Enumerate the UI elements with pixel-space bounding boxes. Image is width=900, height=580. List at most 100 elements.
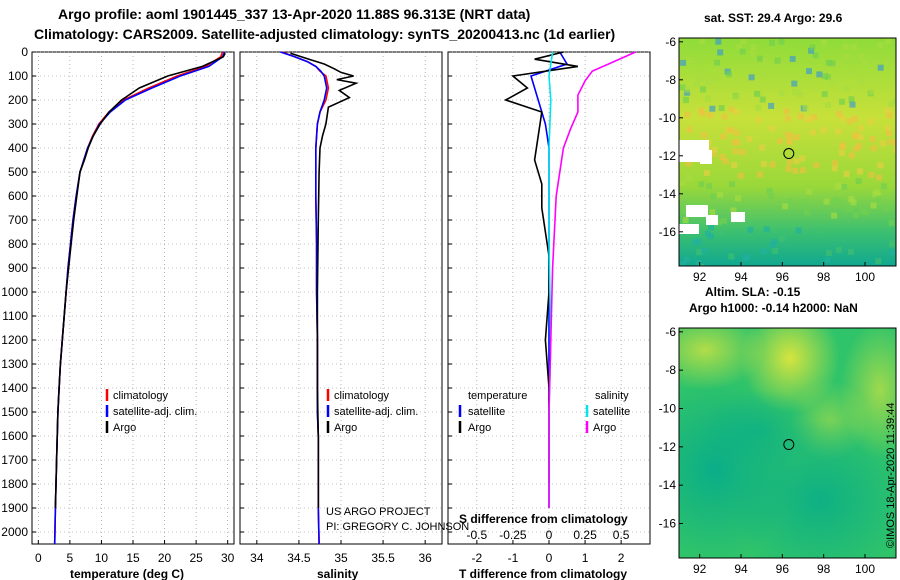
lat-tick-label: -14 [659, 187, 677, 201]
sst-pixel [797, 113, 804, 120]
legend-s-argo-label: Argo [593, 422, 616, 434]
sst-pixel [778, 38, 785, 45]
sst-pixel [735, 195, 742, 202]
series-line-satellite-adj-clim- [280, 51, 328, 545]
sst-pixel [686, 126, 693, 133]
lat-tick-label: -12 [659, 440, 677, 454]
x-tick-label: 1 [582, 551, 589, 565]
sst-pixel [746, 136, 753, 143]
sst-pixel [802, 104, 809, 111]
lat-tick-label: -12 [659, 149, 677, 163]
sst-pixel [836, 198, 843, 205]
sst-pixel [850, 199, 857, 206]
sst-pixel [759, 144, 766, 151]
sst-pixel [720, 133, 726, 140]
depth-tick-label: 1300 [1, 357, 28, 371]
sst-pixel [809, 44, 816, 51]
t-difference-xlabel: T difference from climatology [459, 567, 627, 580]
sst-pixel [759, 96, 766, 103]
lat-tick-label: -8 [665, 363, 676, 377]
sst-pixel [839, 98, 845, 105]
sst-pixel [831, 212, 838, 219]
sst-pixel [704, 230, 711, 237]
sst-pixel [679, 180, 686, 187]
sst-pixel [884, 125, 891, 132]
depth-tick-label: 1600 [1, 429, 28, 443]
sst-pixel [708, 233, 714, 240]
sst-pixel [768, 102, 775, 109]
sst-pixel [679, 261, 686, 266]
sst-pixel [799, 167, 806, 174]
sst-map: sat. SST: 29.4 Argo: 29.6 -6 -8 -10 -12 -14 -… [659, 11, 897, 284]
sst-pixel [825, 249, 832, 256]
sst-pixel [838, 150, 845, 157]
sst-pixel [848, 96, 855, 103]
sst-pixel [727, 126, 734, 133]
lon-tick-label: 100 [855, 562, 875, 576]
sst-pixel [696, 238, 702, 245]
sst-pixel [750, 63, 757, 70]
sst-pixel [695, 259, 702, 266]
sst-pixel [684, 111, 691, 118]
sst-pixel [681, 208, 688, 215]
sst-pixel [763, 226, 770, 233]
sst-pixel [823, 198, 830, 205]
sst-pixel [757, 171, 764, 178]
sst-pixel [842, 43, 849, 50]
sst-pixel [837, 61, 843, 68]
depth-tick-label: 700 [8, 213, 28, 227]
x-tick-label: 34.5 [287, 551, 311, 565]
sst-pixel [786, 139, 793, 145]
sst-pixel [821, 39, 827, 46]
sst-pixel [719, 154, 726, 161]
sst-pixel [848, 248, 854, 255]
sst-pixel [718, 229, 725, 236]
x-tick-label: -1 [508, 551, 519, 565]
lon-tick-label: 92 [693, 270, 707, 284]
sla-map: Altim. SLA: -0.15 Argo h1000: -0.14 h200… [659, 285, 897, 576]
sst-pixel [831, 160, 838, 167]
s-difference-label: S difference from climatology [459, 512, 628, 526]
sst-pixel [870, 145, 877, 152]
x-tick-label: 10 [95, 551, 109, 565]
sst-pixel [875, 258, 882, 265]
lon-tick-label: 98 [817, 270, 831, 284]
sst-pixel [707, 112, 714, 119]
sst-pixel [857, 125, 864, 132]
lat-tick-label: -8 [665, 73, 676, 87]
series-line-climatology [53, 51, 224, 545]
project-credit: US ARGO PROJECT [326, 506, 431, 518]
legend-s-satellite-label: satellite [593, 406, 630, 418]
sst-pixel [699, 110, 706, 117]
sst-pixel [793, 158, 800, 165]
sst-pixel [786, 159, 793, 166]
sst-pixel [722, 158, 729, 165]
sst-pixel [803, 209, 810, 216]
sst-pixel [892, 139, 896, 146]
sst-pixel [782, 203, 789, 210]
sst-pixel [706, 183, 713, 190]
sst-pixel [740, 38, 747, 44]
sst-pixel [859, 78, 866, 85]
sst-pixel [769, 39, 775, 46]
sst-pixel [755, 117, 762, 124]
lon-tick-label: 94 [734, 270, 748, 284]
sst-pixel [832, 197, 839, 204]
sst-pixel [856, 168, 863, 175]
legend-argo-label: Argo [113, 422, 136, 434]
sst-pixel [857, 134, 864, 141]
series-line-climatology [281, 51, 330, 545]
sst-pixel [856, 142, 863, 149]
legend-climatology-label: climatology [334, 390, 390, 402]
sst-pixel [820, 69, 827, 75]
series-line-argo [503, 51, 579, 484]
sst-pixel [683, 256, 690, 263]
sst-pixel [785, 131, 792, 138]
sst-pixel [804, 115, 811, 122]
sst-pixel [776, 138, 783, 145]
temperature-panel-frame [31, 51, 235, 545]
legend-t-argo-label: Argo [468, 422, 491, 434]
temperature-panel: 0 5 10 15 20 25 30 temperature (deg C) climato… [31, 51, 235, 580]
sst-pixel [868, 171, 875, 178]
sst-pixel [885, 38, 892, 45]
